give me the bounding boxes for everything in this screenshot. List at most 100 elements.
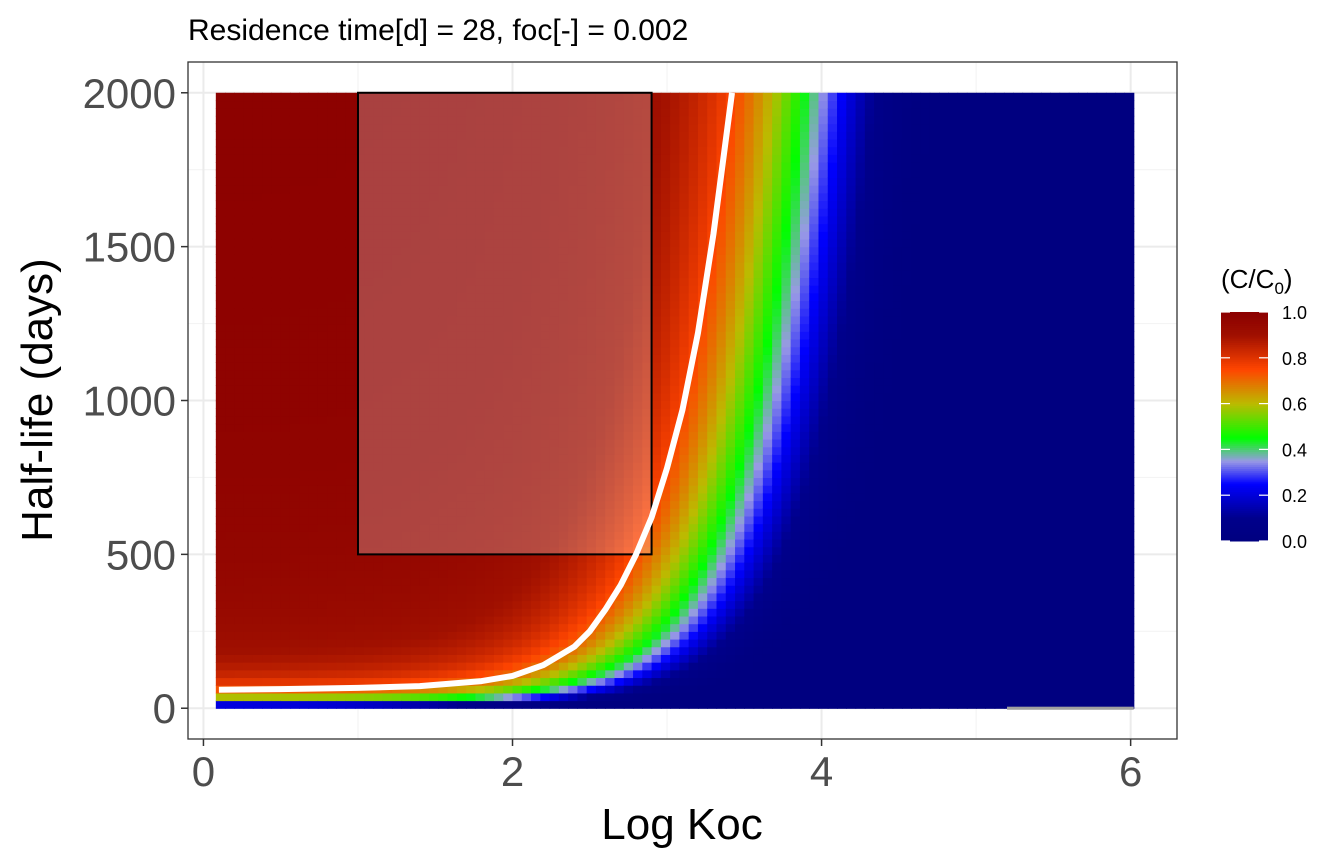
heatmap-cell [299,654,310,663]
heatmap-cell [540,562,551,571]
heatmap-cell [753,654,764,663]
heatmap-cell [456,108,467,117]
heatmap-cell [493,623,504,632]
heatmap-cell [493,485,504,494]
heatmap-cell [308,377,319,386]
heatmap-cell [225,431,235,440]
heatmap-cell [391,277,402,286]
heatmap-cell [456,277,467,286]
heatmap-cell [336,462,347,471]
heatmap-cell [280,192,291,202]
heatmap-cell [401,654,412,663]
heatmap-cell [716,408,727,417]
heatmap-cell [707,431,718,440]
heatmap-cell [262,415,273,425]
heatmap-cell [308,500,319,509]
heatmap-cell [512,469,523,479]
heatmap-cell [642,108,653,117]
heatmap-cell [558,362,569,371]
heatmap-cell [577,208,588,217]
heatmap-cell [429,554,439,563]
heatmap-cell [327,354,337,363]
heatmap-cell [401,246,412,255]
heatmap-cell [586,131,597,140]
heatmap-cell [503,500,514,509]
heatmap-cell [410,662,421,671]
heatmap-cell [577,338,588,348]
heatmap-cell [688,377,699,386]
heatmap-cell [317,569,328,579]
heatmap-cell [614,638,625,648]
heatmap-cell [243,208,254,217]
heatmap-cell [345,377,356,386]
heatmap-cell [308,369,319,379]
heatmap-cell [447,354,458,363]
heatmap-cell [280,462,291,471]
heatmap-cell [401,423,412,432]
heatmap-cell [725,331,736,340]
heatmap-cell [475,546,486,555]
heatmap-cell [744,638,755,648]
heatmap-cell [317,177,328,186]
heatmap-cell [336,654,347,663]
heatmap-cell [753,677,764,686]
heatmap-cell [373,231,384,240]
heatmap-cell [447,662,458,671]
heatmap-cell [382,577,393,586]
heatmap-cell [447,100,458,109]
heatmap-cell [345,300,356,309]
heatmap-cell [225,362,235,371]
heatmap-cell [670,700,681,709]
heatmap-cell [614,485,625,494]
heatmap-cell [660,377,671,386]
heatmap-cell [716,531,727,540]
heatmap-cell [762,338,773,348]
heatmap-cell [456,346,467,355]
heatmap-cell [429,454,439,463]
heatmap-cell [744,469,755,479]
heatmap-cell [577,423,588,432]
heatmap-cell [484,531,495,540]
heatmap-cell [512,500,523,509]
heatmap-cell [308,269,319,279]
heatmap-cell [280,92,291,102]
heatmap-cell [475,600,486,609]
heatmap-cell [735,331,745,340]
heatmap-cell [716,662,727,671]
heatmap-cell [493,169,504,178]
heatmap-cell [401,185,412,194]
heatmap-cell [243,315,254,325]
heatmap-cell [327,531,337,540]
heatmap-cell [595,323,606,332]
heatmap-cell [354,646,365,655]
heatmap-cell [429,408,439,417]
heatmap-cell [336,677,347,686]
heatmap-cell [716,200,727,209]
heatmap-cell [438,200,449,209]
heatmap-cell [725,238,736,248]
heatmap-cell [577,269,588,279]
heatmap-cell [503,138,514,148]
heatmap-cell [531,285,541,294]
heatmap-cell [651,662,662,671]
heatmap-cell [660,569,671,579]
heatmap-cell [623,592,634,602]
heatmap-cell [438,538,449,548]
heatmap-cell [772,315,782,325]
heatmap-cell [595,315,606,325]
heatmap-cell [475,315,486,325]
heatmap-cell [299,600,310,609]
heatmap-cell [271,500,282,509]
heatmap-cell [670,569,681,579]
heatmap-cell [419,354,430,363]
heatmap-cell [410,362,421,371]
heatmap-cell [735,592,745,602]
heatmap-cell [252,300,263,309]
heatmap-cell [512,323,523,332]
heatmap-cell [605,208,616,217]
heatmap-cell [299,577,310,586]
heatmap-cell [438,215,449,225]
heatmap-cell [558,477,569,486]
heatmap-cell [744,246,755,255]
heatmap-cell [364,669,375,679]
